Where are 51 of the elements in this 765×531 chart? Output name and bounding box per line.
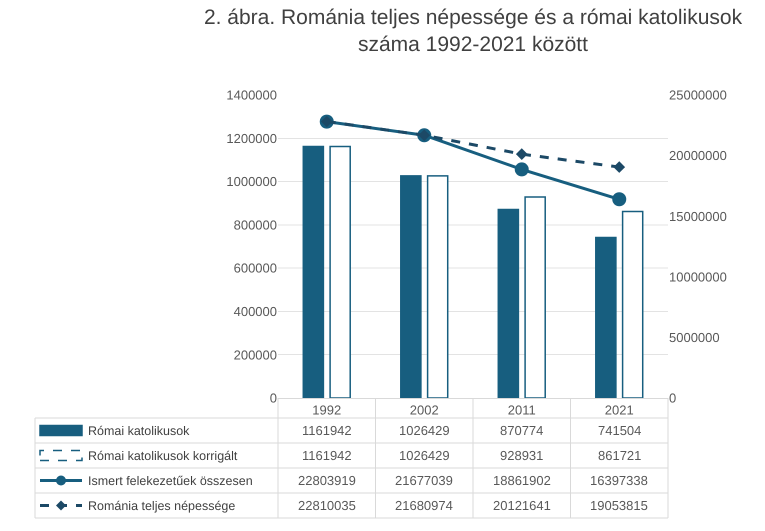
- y-tick-label: 400000: [234, 304, 277, 319]
- bar: [595, 236, 617, 398]
- legend-label: Románia teljes népessége: [88, 499, 236, 513]
- y2-tick-label: 5000000: [669, 330, 720, 345]
- bar: [498, 208, 520, 398]
- data-label: 741504: [598, 423, 642, 438]
- x-tick-label: 1992: [312, 402, 342, 418]
- data-label: 21680974: [395, 498, 453, 513]
- data-label: 16397338: [590, 473, 648, 488]
- point: [516, 148, 528, 160]
- y2-tick-label: 25000000: [669, 88, 727, 103]
- chart-title: 2. ábra. Románia teljes népessége és a római katolikusok száma 1992-2021 között: [204, 6, 743, 56]
- bar: [524, 196, 546, 398]
- point: [613, 161, 626, 173]
- x-tick-label: 2021: [604, 402, 634, 418]
- y2-tick-label: 15000000: [669, 208, 727, 224]
- data-label: 928931: [500, 448, 544, 463]
- y-tick-label: 200000: [234, 347, 277, 362]
- y-tick-label: 1200000: [226, 130, 277, 146]
- data-label: 22803919: [298, 473, 356, 488]
- legend-label: Ismert felekezetűek összesen: [88, 474, 253, 488]
- point: [514, 162, 529, 176]
- bar: [400, 175, 422, 398]
- y-tick-label: 1000000: [226, 174, 277, 190]
- data-label: 1161942: [302, 423, 352, 438]
- data-label: 861721: [598, 448, 642, 463]
- data-label: 20121641: [493, 498, 551, 513]
- data-label: 22810035: [298, 498, 356, 513]
- y2-tick-label: 10000000: [669, 269, 727, 284]
- y-tick-label: 600000: [234, 260, 277, 276]
- legend-label: Római katolikusok: [88, 424, 190, 438]
- bar: [426, 175, 448, 398]
- y-tick-label: 0: [270, 390, 277, 406]
- bar: [302, 146, 324, 398]
- bar: [622, 210, 644, 398]
- data-label: 1026429: [399, 448, 450, 463]
- x-tick-label: 2002: [410, 402, 439, 418]
- data-label: 18861902: [493, 473, 551, 488]
- bar: [329, 146, 351, 398]
- data-label: 1026429: [399, 423, 450, 438]
- y2-tick-label: 20000000: [669, 148, 727, 164]
- data-label: 870774: [500, 423, 544, 438]
- data-label: 19053815: [590, 498, 648, 513]
- y2-tick-label: 0: [669, 390, 676, 406]
- legend-label: Római katolikusok korrigált: [88, 449, 238, 463]
- data-label: 21677039: [395, 473, 453, 488]
- x-tick-label: 2011: [508, 402, 536, 418]
- point: [612, 192, 626, 206]
- y-tick-label: 800000: [234, 217, 277, 232]
- y-tick-label: 1400000: [226, 88, 277, 103]
- data-label: 1161942: [302, 448, 352, 463]
